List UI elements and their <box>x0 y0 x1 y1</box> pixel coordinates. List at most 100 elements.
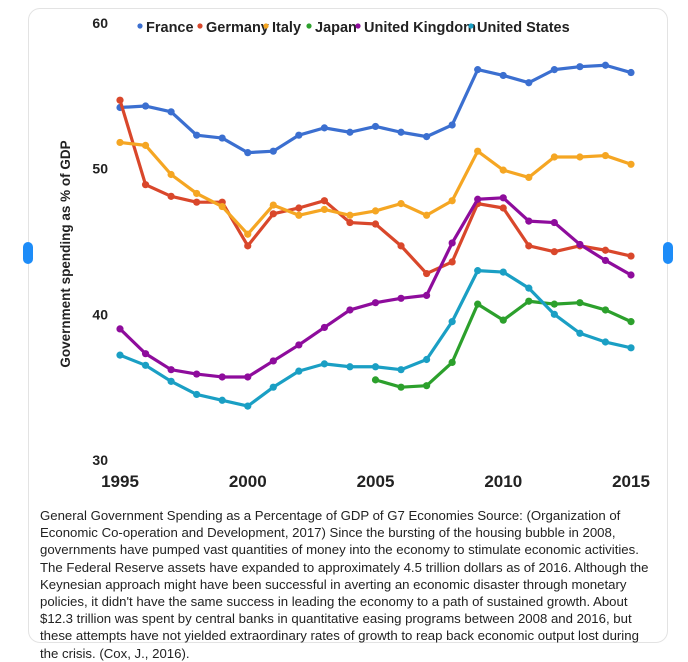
data-point <box>141 102 150 110</box>
data-point <box>499 71 507 80</box>
data-point <box>397 294 405 302</box>
data-point <box>499 268 507 276</box>
data-point <box>295 341 303 349</box>
data-point <box>141 141 150 149</box>
data-point <box>346 128 354 136</box>
data-point <box>218 134 226 142</box>
data-point <box>116 351 124 359</box>
data-point <box>601 256 610 265</box>
data-point <box>576 329 584 337</box>
y-tick-label: 30 <box>92 452 108 468</box>
legend-label: Germany <box>206 20 269 36</box>
legend-marker <box>263 23 269 29</box>
data-point <box>193 390 201 399</box>
data-point <box>116 325 124 333</box>
chevron-left-icon[interactable] <box>23 242 33 264</box>
chart-legend: France Germany Italy Japan United Kingdom Uni… <box>137 20 570 36</box>
data-point <box>244 402 252 410</box>
data-point <box>525 173 533 182</box>
data-point <box>499 194 507 202</box>
data-point <box>423 211 431 219</box>
data-point <box>269 201 277 209</box>
data-point <box>218 373 226 381</box>
data-point <box>423 382 431 390</box>
data-point <box>576 63 584 71</box>
line-chart: 30 40 50 60 1995 2000 2005 2010 2015 France Germa… <box>58 15 650 491</box>
legend-label: France <box>146 20 194 36</box>
data-point <box>193 131 201 139</box>
data-point <box>269 383 277 391</box>
data-point <box>423 355 431 364</box>
data-point <box>371 299 380 307</box>
data-point <box>627 68 635 77</box>
legend-label: Japan <box>315 20 357 36</box>
data-point <box>371 363 380 371</box>
legend-label: Italy <box>272 20 301 36</box>
legend-marker <box>306 23 312 29</box>
data-point <box>550 66 558 74</box>
data-point <box>193 198 201 206</box>
data-point <box>269 147 277 155</box>
data-point <box>116 96 124 104</box>
legend-marker <box>137 23 143 29</box>
post-card <box>28 8 668 643</box>
data-point <box>371 207 380 215</box>
data-point <box>295 367 303 375</box>
data-point <box>525 217 533 225</box>
y-tick-label: 40 <box>92 306 108 322</box>
data-point <box>601 151 610 160</box>
data-point <box>167 108 175 116</box>
legend-marker <box>468 23 474 29</box>
data-point <box>295 211 303 219</box>
chart-axes: 30 40 50 60 1995 2000 2005 2010 2015 <box>92 15 649 491</box>
data-point <box>601 338 610 346</box>
data-point <box>244 242 252 250</box>
series-line-france <box>118 63 633 155</box>
data-point <box>525 297 533 305</box>
data-point <box>397 200 405 208</box>
data-point <box>371 122 380 131</box>
data-point <box>295 131 303 139</box>
data-point <box>371 376 380 384</box>
data-point <box>346 306 354 314</box>
data-point <box>423 291 431 299</box>
data-point <box>346 363 354 371</box>
data-point <box>397 242 405 250</box>
data-point <box>320 197 328 205</box>
data-point <box>550 153 558 161</box>
data-point <box>167 366 175 374</box>
x-tick-label: 2000 <box>229 472 267 491</box>
data-point <box>244 373 252 381</box>
data-point <box>525 242 533 250</box>
data-point <box>397 383 405 391</box>
data-point <box>244 230 252 238</box>
data-point <box>423 269 431 278</box>
x-tick-label: 1995 <box>101 472 139 491</box>
data-point <box>218 202 226 211</box>
data-point <box>550 248 558 256</box>
data-point <box>576 299 584 307</box>
legend-marker <box>197 23 203 29</box>
data-point <box>320 323 328 332</box>
data-point <box>141 350 150 358</box>
data-point <box>601 61 610 69</box>
data-point <box>576 153 584 161</box>
data-point <box>218 396 226 404</box>
chevron-right-icon[interactable] <box>663 242 673 264</box>
data-point <box>448 197 456 205</box>
data-point <box>627 344 635 352</box>
data-point <box>295 204 303 212</box>
data-point <box>576 240 584 249</box>
x-tick-label: 2005 <box>357 472 395 491</box>
data-point <box>193 189 201 198</box>
data-point <box>525 79 533 87</box>
data-point <box>627 271 635 279</box>
y-tick-label: 60 <box>92 15 108 31</box>
data-point <box>601 246 610 254</box>
data-point <box>499 204 507 212</box>
data-point <box>167 377 175 385</box>
data-point <box>423 133 431 141</box>
data-point <box>474 300 482 308</box>
data-point <box>320 360 328 368</box>
x-tick-label: 2010 <box>484 472 522 491</box>
